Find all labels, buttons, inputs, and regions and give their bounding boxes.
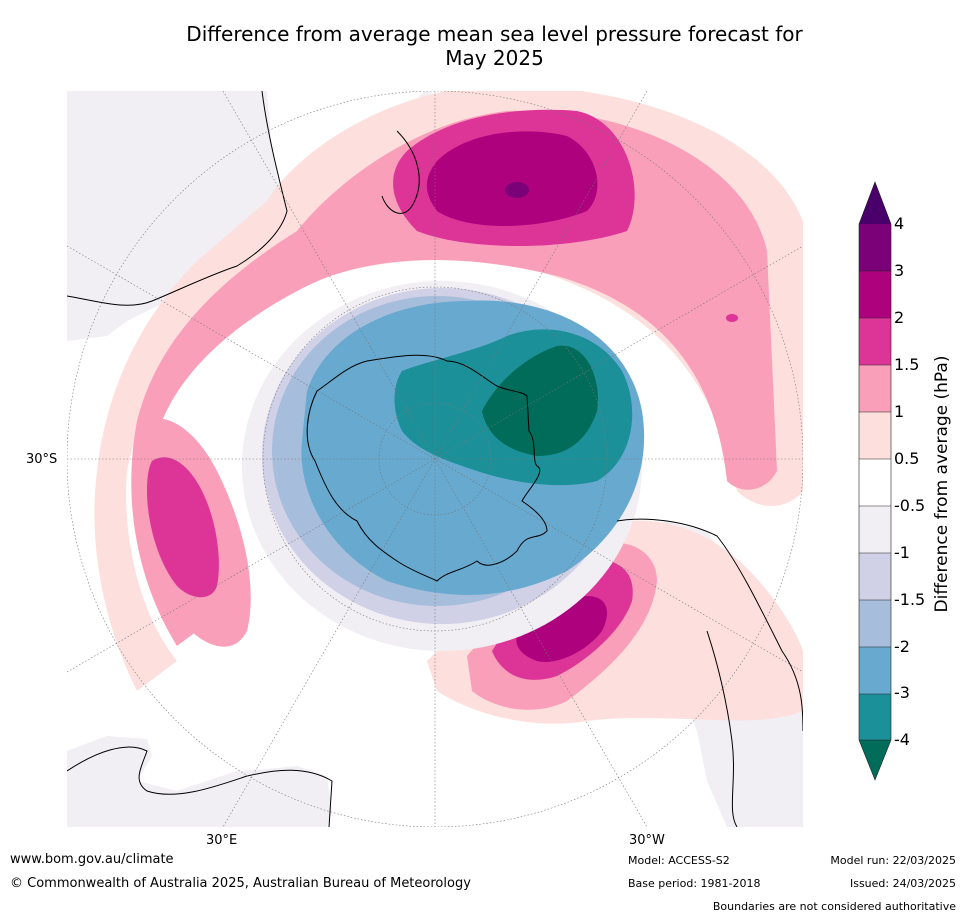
positive-anomaly-left [134,418,251,647]
colorbar-bin [859,412,891,459]
colorbar-bin [859,318,891,365]
antarctica-coastline [306,354,548,582]
graticule [67,91,803,827]
colorbar-bin [859,506,891,553]
nz-coast [381,130,420,214]
coastlines [67,91,803,827]
colorbar-bin [859,553,891,600]
colorbar-bin [859,600,891,647]
chart-title-line1: Difference from average mean sea level p… [186,22,803,46]
colorbar-bin [859,459,891,506]
colorbar-tick: -3 [894,683,910,702]
positive-anomaly-southeast [427,520,803,724]
colorbar-tick: -2 [894,637,910,656]
footer-model-run: Model run: 22/03/2025 [830,854,956,867]
colorbar-tick: 3 [894,261,905,280]
south-america-coast-2 [706,630,738,827]
colorbar-bin [859,271,891,318]
negative-anomaly-core [242,281,645,651]
pressure-anomaly-map [67,91,803,827]
colorbar-bin [859,365,891,412]
colorbar-tick: -1 [894,543,910,562]
colorbar-tick: -0.5 [894,496,926,515]
lat-label-30s: 30°S [26,452,58,467]
colorbar-tick: 2 [894,308,905,327]
positive-anomaly-band-north [94,91,803,691]
africa-coast [67,91,288,306]
footer-base-period: Base period: 1981-2018 [628,877,761,890]
land-australia [67,736,332,827]
colorbar-tick: 4 [894,214,905,233]
colorbar-min-arrow [859,740,891,780]
land-madagascar [120,112,210,140]
colorbar-tick: -4 [894,730,910,749]
colorbar [858,181,892,781]
colorbar-tick: 1.5 [894,355,920,374]
footer-model: Model: ACCESS-S2 [628,854,730,867]
colorbar-max-arrow [859,182,891,224]
australia-coast [67,746,333,827]
chart-title-line2: May 2025 [445,46,544,70]
footer-issued: Issued: 24/03/2025 [849,877,956,890]
footer-copyright: © Commonwealth of Australia 2025, Austra… [10,876,471,891]
colorbar-bin [859,647,891,694]
land-africa [67,91,282,341]
colorbar-tick: 0.5 [894,449,920,468]
south-america-coast [616,518,803,732]
colorbar-bin [859,694,891,740]
lon-label-30w: 30°W [629,833,665,848]
footer-url[interactable]: www.bom.gov.au/climate [10,852,174,867]
colorbar-tick: 1 [894,402,905,421]
colorbar-label: Difference from average (hPa) [932,355,952,613]
lon-label-30e: 30°E [206,833,238,848]
colorbar-bin [859,224,891,271]
colorbar-tick: -1.5 [894,590,926,609]
footer-disclaimer: Boundaries are not considered authoritat… [712,900,956,913]
